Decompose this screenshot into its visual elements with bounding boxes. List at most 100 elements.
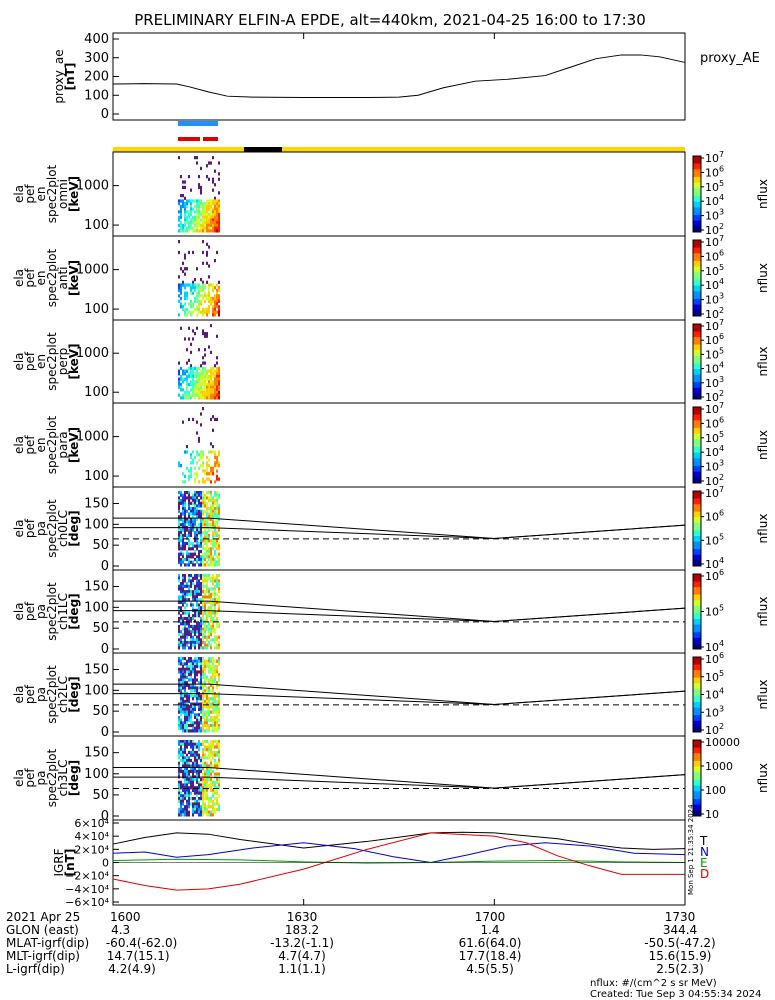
heatmap-cell bbox=[180, 740, 182, 744]
heatmap-cell bbox=[218, 512, 220, 516]
heatmap-cell bbox=[208, 221, 210, 225]
heatmap-cell bbox=[214, 579, 216, 583]
heatmap-cell bbox=[208, 606, 210, 610]
heatmap-cell bbox=[210, 396, 212, 400]
proxy-ae-legend: proxy_AE bbox=[700, 51, 760, 66]
heatmap-cell bbox=[218, 218, 220, 222]
colorbar-segment bbox=[693, 536, 701, 539]
heatmap-cell bbox=[182, 681, 184, 685]
heatmap-cell bbox=[210, 350, 212, 354]
heatmap-cell bbox=[182, 547, 184, 551]
colorbar-segment bbox=[693, 479, 701, 482]
heatmap-cell bbox=[210, 507, 212, 511]
colorbar-segment bbox=[693, 810, 701, 813]
heatmap-cell bbox=[186, 528, 188, 532]
heatmap-cell bbox=[202, 788, 204, 793]
heatmap-cell bbox=[186, 721, 188, 725]
heatmap-cell bbox=[194, 523, 196, 527]
heatmap-cell bbox=[214, 202, 216, 206]
heatmap-cell bbox=[206, 507, 208, 511]
colorbar-segment bbox=[693, 443, 701, 446]
heatmap-cell bbox=[210, 382, 212, 387]
colorbar-segment bbox=[693, 749, 701, 752]
heatmap-cell bbox=[190, 624, 192, 629]
heatmap-cell bbox=[178, 531, 180, 535]
heatmap-cell bbox=[184, 761, 186, 765]
heatmap-cell bbox=[198, 697, 200, 701]
heatmap-cell bbox=[188, 515, 190, 519]
heatmap-cell bbox=[218, 299, 220, 303]
colorbar-segment bbox=[693, 268, 701, 271]
heatmap-cell bbox=[210, 780, 212, 784]
heatmap-cell bbox=[208, 702, 210, 706]
heatmap-cell bbox=[212, 611, 214, 615]
heatmap-cell bbox=[192, 458, 194, 462]
heatmap-cell bbox=[206, 226, 208, 230]
spectrogram-frame bbox=[112, 402, 686, 488]
heatmap-cell bbox=[202, 673, 204, 677]
proxy-ae-ytick-label: 100 bbox=[84, 88, 109, 103]
heatmap-cell bbox=[206, 723, 208, 728]
heatmap-cell bbox=[202, 372, 204, 376]
heatmap-cell bbox=[190, 635, 192, 639]
colorbar-segment bbox=[693, 163, 701, 166]
heatmap-cell bbox=[182, 643, 184, 647]
heatmap-cell bbox=[178, 361, 180, 365]
heatmap-cell bbox=[204, 377, 206, 381]
heatmap-cell bbox=[218, 388, 220, 392]
heatmap-cell bbox=[208, 640, 210, 645]
heatmap-cell bbox=[182, 707, 184, 712]
heatmap-cell bbox=[206, 579, 208, 583]
colorbar-segment bbox=[693, 513, 701, 516]
heatmap-cell bbox=[212, 286, 214, 290]
colorbar-segment bbox=[693, 448, 701, 452]
heatmap-cell bbox=[188, 788, 190, 793]
heatmap-cell bbox=[206, 726, 208, 730]
heatmap-cell bbox=[204, 385, 206, 389]
heatmap-cell bbox=[204, 595, 206, 599]
heatmap-cell bbox=[202, 579, 204, 583]
heatmap-cell bbox=[194, 374, 196, 379]
heatmap-cell bbox=[188, 799, 190, 803]
heatmap-cell bbox=[182, 557, 184, 562]
heatmap-cell bbox=[186, 307, 188, 312]
heatmap-cell bbox=[194, 557, 196, 562]
heatmap-cell bbox=[184, 283, 186, 287]
heatmap-cell bbox=[200, 640, 202, 645]
heatmap-cell bbox=[208, 477, 210, 481]
heatmap-cell bbox=[184, 805, 186, 809]
heatmap-cell bbox=[208, 611, 210, 615]
heatmap-cell bbox=[216, 226, 218, 230]
heatmap-cell bbox=[212, 673, 214, 677]
heatmap-cell bbox=[204, 718, 206, 722]
heatmap-cell bbox=[206, 539, 208, 543]
heatmap-cell bbox=[184, 767, 186, 771]
heatmap-cell bbox=[192, 372, 194, 376]
heatmap-cell bbox=[190, 657, 192, 661]
heatmap-cell bbox=[178, 715, 180, 720]
heatmap-cell bbox=[194, 742, 196, 746]
heatmap-cell bbox=[190, 786, 192, 790]
heatmap-cell bbox=[214, 509, 216, 513]
heatmap-cell bbox=[206, 164, 208, 168]
heatmap-cell bbox=[200, 759, 202, 763]
heatmap-cell bbox=[180, 783, 182, 787]
heatmap-cell bbox=[184, 297, 186, 301]
heatmap-cell bbox=[196, 810, 198, 814]
heatmap-cell bbox=[202, 662, 204, 666]
heatmap-cell bbox=[196, 377, 198, 381]
heatmap-cell bbox=[184, 675, 186, 679]
heatmap-cell bbox=[218, 702, 220, 706]
heatmap-cell bbox=[184, 678, 186, 682]
heatmap-cell bbox=[194, 218, 196, 222]
heatmap-cell bbox=[194, 215, 196, 219]
heatmap-cell bbox=[186, 705, 188, 709]
heatmap-cell bbox=[208, 624, 210, 629]
heatmap-cell bbox=[218, 802, 220, 806]
heatmap-cell bbox=[210, 472, 212, 476]
heatmap-cell bbox=[202, 313, 204, 317]
heatmap-cell bbox=[192, 374, 194, 379]
heatmap-cell bbox=[200, 721, 202, 725]
heatmap-cell bbox=[178, 595, 180, 599]
heatmap-cell bbox=[194, 531, 196, 535]
